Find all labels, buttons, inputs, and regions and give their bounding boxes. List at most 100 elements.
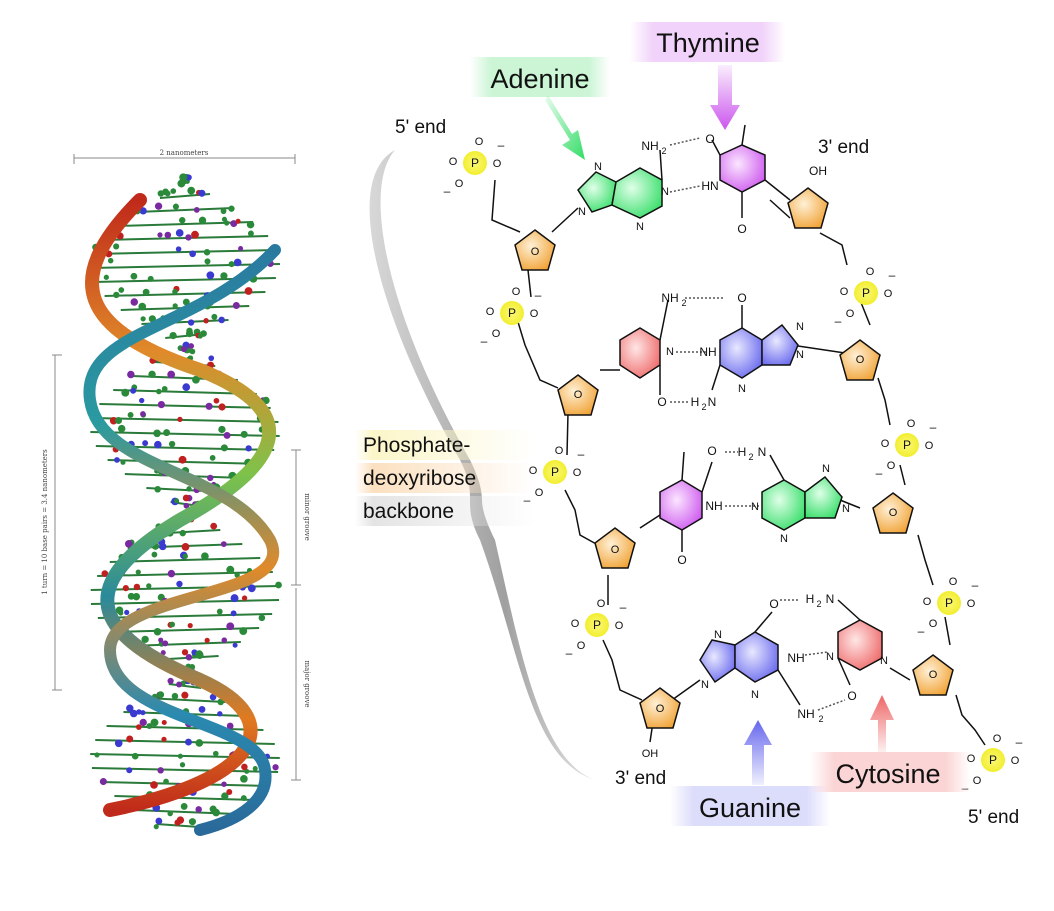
helix-atom — [189, 250, 196, 258]
oxygen-atom: O — [923, 596, 932, 608]
helix-atom — [230, 594, 239, 603]
charge-minus: – — [972, 578, 979, 592]
charge-minus: – — [566, 646, 573, 660]
phosphorus-atom: P — [903, 438, 911, 452]
imine-hn: HN — [701, 179, 718, 193]
helix-atom — [179, 173, 188, 182]
helix-atom — [161, 719, 167, 726]
helix-atom — [240, 430, 248, 438]
helix-atom — [172, 288, 178, 295]
helix-atom — [121, 388, 130, 397]
helix-atom — [204, 637, 210, 643]
helix-atom — [129, 709, 138, 718]
phosphorus-atom: P — [508, 306, 516, 320]
helix-atom — [201, 552, 209, 561]
oxygen-atom: O — [571, 618, 580, 630]
guanine-ring-5-1 — [761, 323, 799, 366]
sugar-ring-3 — [594, 527, 636, 569]
helix-atom — [180, 345, 188, 353]
helix-atom — [115, 417, 123, 425]
helix-atom — [139, 207, 147, 215]
helix-atom — [187, 186, 196, 195]
phosphate-1 — [463, 151, 487, 175]
amine-nh: NH — [641, 139, 658, 153]
amine-h: H — [738, 445, 747, 459]
charge-minus: – — [444, 184, 451, 198]
helix-atom — [217, 711, 223, 717]
helix-atom — [182, 383, 191, 392]
oxygen-atom: O — [866, 266, 875, 278]
helix-atom — [275, 581, 282, 589]
oxygen-atom: O — [493, 158, 502, 170]
oxygen-atom: O — [929, 618, 938, 630]
helix-atom — [209, 455, 216, 461]
nitrogen-atom: N — [822, 463, 830, 475]
thymine-arrow — [710, 65, 740, 130]
helix-atom — [206, 271, 215, 280]
helix-atom — [114, 457, 120, 463]
five-prime-end-bottom: 5' end — [968, 807, 1019, 828]
helix-atom — [244, 768, 250, 774]
nitrogen-atom: N — [796, 321, 804, 333]
helix-atom — [228, 261, 235, 268]
oxygen-atom: O — [884, 288, 893, 300]
helix-atom — [220, 541, 227, 547]
oxygen-atom: O — [475, 136, 484, 148]
helix-atom — [247, 584, 256, 593]
imine-nh: NH — [705, 499, 722, 513]
backbone-label-line3: backbone — [363, 500, 454, 523]
base-pair-guanine-cytosine — [699, 599, 883, 711]
charge-minus: – — [918, 624, 925, 638]
helix-atom — [226, 789, 233, 795]
helix-atom — [169, 621, 176, 628]
cytosine-label-bg — [810, 752, 970, 792]
phosphorus-atom: P — [945, 596, 953, 610]
nitrogen-atom: N — [880, 655, 888, 667]
helix-atom — [203, 249, 211, 256]
helix-atom — [218, 425, 226, 434]
charge-minus: – — [578, 447, 585, 461]
helix-atom — [160, 650, 166, 656]
helix-atom — [208, 355, 215, 362]
oxygen-atom: O — [967, 753, 976, 765]
adenine-ring-5-2 — [804, 475, 843, 519]
oxygen-atom: O — [949, 576, 958, 588]
helix-atom — [210, 522, 218, 530]
helix-atom — [218, 403, 226, 411]
helix-atom — [117, 424, 126, 433]
helix-atom — [178, 455, 187, 464]
oxygen-atom: O — [840, 286, 849, 298]
helix-atom — [187, 319, 195, 326]
helix-atom — [226, 565, 235, 574]
hydroxyl-oh: OH — [809, 164, 827, 178]
helix-atom — [99, 778, 107, 786]
helix-atom — [195, 650, 204, 658]
helix-atom — [131, 752, 139, 760]
helix-atom — [150, 781, 158, 789]
helix-atom — [141, 635, 149, 644]
helix-atom — [118, 610, 124, 616]
guanine-arrow — [744, 720, 772, 785]
cytosine-ring-2 — [837, 619, 883, 671]
ring-oxygen: O — [929, 669, 938, 681]
helix-atom — [161, 736, 167, 742]
oxygen-atom: O — [881, 438, 890, 450]
helix-atom — [136, 709, 142, 715]
helix-atom — [167, 370, 176, 379]
helix-atom — [107, 257, 114, 264]
helix-atom — [164, 231, 172, 239]
helix-atom — [157, 190, 165, 197]
helix-atom — [103, 274, 109, 280]
helix-atom — [150, 718, 159, 727]
helix-atom — [220, 444, 228, 452]
charge-minus: – — [835, 314, 842, 328]
helix-atom — [241, 763, 248, 771]
helix-atom — [114, 739, 123, 748]
helix-atom — [151, 551, 158, 558]
adenine-label: Adenine — [490, 64, 589, 94]
helix-atom — [230, 610, 237, 617]
nitrogen-atom: N — [666, 346, 674, 358]
helix-atom — [177, 179, 186, 188]
helix-atom — [127, 592, 135, 600]
helix-atom — [161, 386, 168, 392]
